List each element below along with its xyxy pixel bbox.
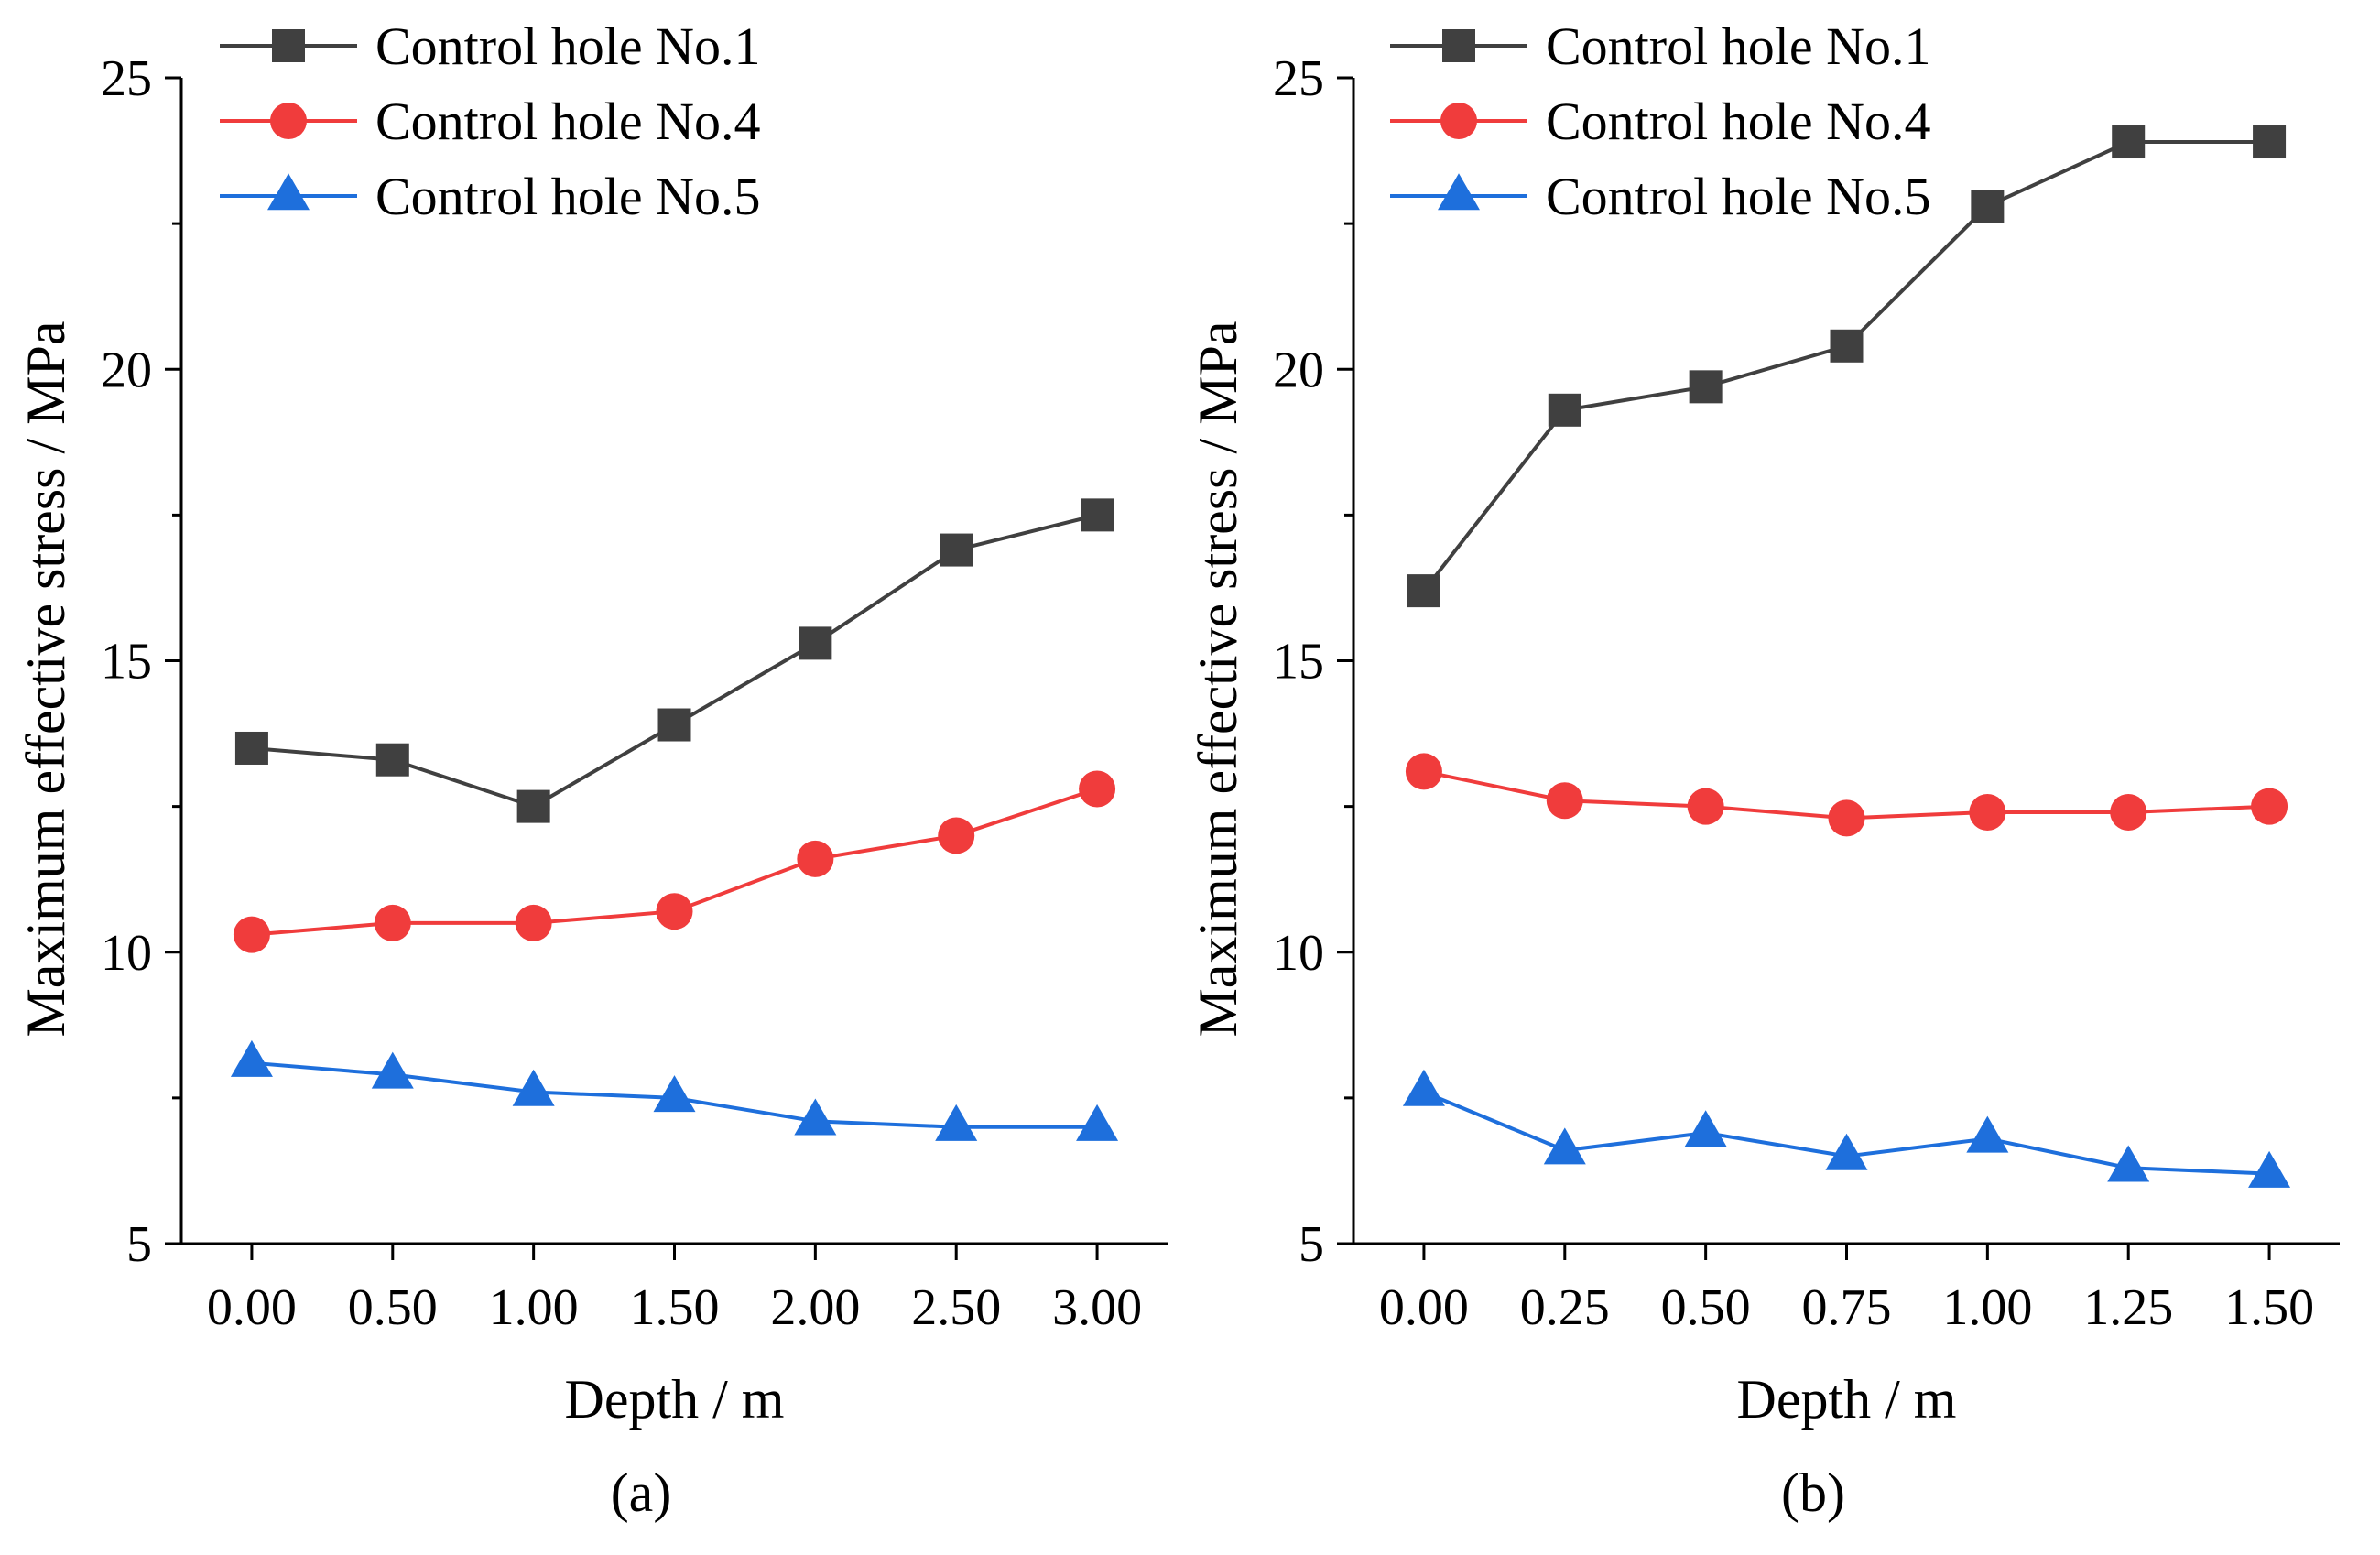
x-tick-label: 1.00 bbox=[489, 1279, 579, 1336]
series-2 bbox=[1405, 753, 2288, 837]
y-tick-label: 20 bbox=[101, 342, 152, 398]
panel-label: (b) bbox=[1781, 1463, 1845, 1523]
x-tick-label: 2.50 bbox=[911, 1279, 1001, 1336]
y-tick-label: 15 bbox=[101, 634, 152, 691]
data-point bbox=[2110, 793, 2147, 831]
data-point bbox=[653, 1075, 696, 1113]
data-point bbox=[2251, 788, 2288, 825]
data-point bbox=[940, 533, 973, 567]
x-tick-label: 1.50 bbox=[2224, 1279, 2314, 1336]
data-point bbox=[515, 904, 552, 941]
x-tick-label: 1.00 bbox=[1942, 1279, 2032, 1336]
data-point bbox=[938, 817, 975, 854]
legend-marker bbox=[1442, 29, 1475, 62]
legend-marker bbox=[272, 29, 305, 62]
series-3 bbox=[230, 1039, 1119, 1141]
data-point bbox=[1969, 793, 2006, 831]
data-point bbox=[1405, 753, 1442, 790]
data-point bbox=[1548, 393, 1581, 427]
y-tick-label: 20 bbox=[1273, 342, 1324, 398]
legend-label: Control hole No.1 bbox=[375, 16, 760, 76]
legend-label: Control hole No.5 bbox=[375, 167, 760, 226]
data-point bbox=[797, 840, 834, 877]
chart-panel-a: 5 10 15 20 25 0.00 0.50 1.00 1.50 2.00 2.50 3.00 Dep… bbox=[16, 16, 1168, 1523]
y-tick-label: 10 bbox=[1273, 925, 1324, 982]
data-point bbox=[1076, 1104, 1119, 1141]
series-1 bbox=[1407, 125, 2287, 608]
data-point bbox=[1828, 799, 1865, 837]
data-point bbox=[230, 1039, 273, 1077]
data-point bbox=[935, 1104, 978, 1141]
legend-marker bbox=[1438, 173, 1480, 211]
data-point bbox=[1687, 788, 1724, 825]
legend: Control hole No.1 Control hole No.4 Contro… bbox=[1390, 16, 1930, 226]
x-tick-label: 0.75 bbox=[1802, 1279, 1892, 1336]
data-point bbox=[375, 743, 409, 777]
x-tick-label: 0.50 bbox=[348, 1279, 438, 1336]
y-tick-label: 25 bbox=[1273, 50, 1324, 107]
legend: Control hole No.1 Control hole No.4 Contro… bbox=[220, 16, 760, 226]
data-point bbox=[2112, 125, 2146, 159]
y-axis-title: Maximum effective stress / MPa bbox=[1188, 321, 1248, 1037]
x-axis-title: Depth / m bbox=[565, 1369, 785, 1430]
data-point bbox=[2253, 125, 2287, 159]
y-axis-title: Maximum effective stress / MPa bbox=[16, 321, 76, 1037]
data-point bbox=[1546, 782, 1583, 820]
x-axis-title: Depth / m bbox=[1737, 1369, 1957, 1430]
data-point bbox=[234, 731, 268, 765]
y-tick-label: 10 bbox=[101, 925, 152, 982]
data-point bbox=[794, 1098, 837, 1136]
data-point bbox=[1971, 190, 2005, 223]
data-point bbox=[2107, 1145, 2150, 1182]
data-point bbox=[374, 904, 411, 941]
data-point bbox=[2248, 1150, 2291, 1188]
data-point bbox=[799, 626, 832, 660]
data-point bbox=[1079, 770, 1116, 808]
data-point bbox=[1402, 1069, 1445, 1106]
legend-label: Control hole No.4 bbox=[1546, 92, 1930, 151]
y-tick-label: 15 bbox=[1273, 634, 1324, 691]
x-tick-label: 1.50 bbox=[630, 1279, 720, 1336]
series-1 bbox=[234, 498, 1114, 823]
data-point bbox=[1081, 498, 1114, 532]
series-2 bbox=[233, 770, 1116, 953]
x-tick-label: 1.25 bbox=[2083, 1279, 2173, 1336]
legend-label: Control hole No.4 bbox=[375, 92, 760, 151]
data-point bbox=[1830, 329, 1864, 363]
data-point bbox=[516, 789, 550, 823]
legend-marker bbox=[1440, 103, 1477, 139]
y-tick-label: 5 bbox=[1299, 1216, 1324, 1273]
data-point bbox=[371, 1051, 414, 1089]
x-tick-label: 0.50 bbox=[1661, 1279, 1751, 1336]
x-tick-label: 2.00 bbox=[770, 1279, 860, 1336]
x-tick-label: 3.00 bbox=[1052, 1279, 1142, 1336]
data-point bbox=[1966, 1115, 2009, 1153]
y-tick-label: 5 bbox=[126, 1216, 152, 1273]
data-point bbox=[512, 1069, 555, 1106]
data-point bbox=[1684, 1110, 1727, 1147]
x-tick-label: 0.00 bbox=[207, 1279, 297, 1336]
x-tick-label: 0.25 bbox=[1520, 1279, 1610, 1336]
data-point bbox=[233, 916, 270, 953]
legend-label: Control hole No.5 bbox=[1546, 167, 1930, 226]
data-point bbox=[1543, 1127, 1586, 1165]
data-point bbox=[1407, 574, 1440, 608]
legend-label: Control hole No.1 bbox=[1546, 16, 1930, 76]
legend-marker bbox=[267, 173, 310, 211]
series-3 bbox=[1402, 1069, 2291, 1188]
panel-label: (a) bbox=[611, 1463, 672, 1523]
legend-marker bbox=[270, 103, 307, 139]
data-point bbox=[1825, 1133, 1868, 1170]
data-point bbox=[1689, 370, 1723, 404]
data-point bbox=[657, 708, 691, 742]
x-tick-label: 0.00 bbox=[1379, 1279, 1469, 1336]
data-point bbox=[656, 893, 693, 930]
y-tick-label: 25 bbox=[101, 50, 152, 107]
chart-panel-b: 5 10 15 20 25 0.00 0.25 0.50 0.75 1.00 1.25 1.50 Dep… bbox=[1188, 16, 2340, 1523]
